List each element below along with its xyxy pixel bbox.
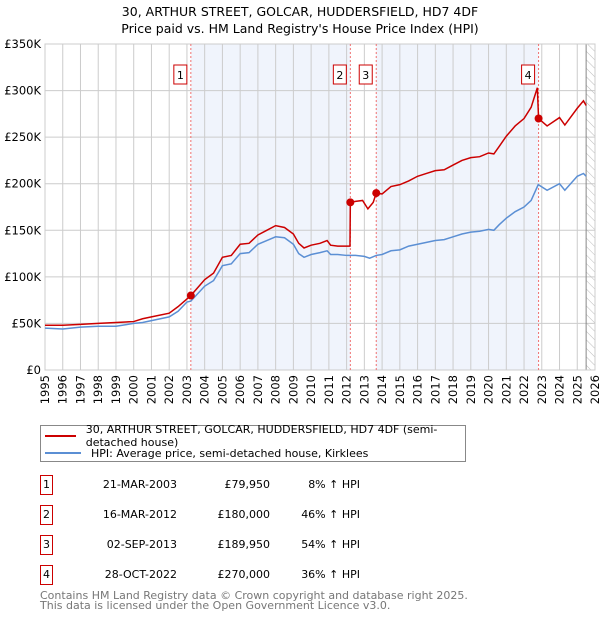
x-tick-label: 2006 <box>233 375 247 404</box>
x-tick-label: 2013 <box>357 375 371 404</box>
sale-label: 4 <box>525 69 532 82</box>
x-tick-label: 2024 <box>553 375 567 404</box>
x-tick-label: 2010 <box>304 375 318 404</box>
sale-hpi-change: 54% ↑ HPI <box>301 538 360 551</box>
legend-swatch-red <box>45 435 76 437</box>
chart-title: 30, ARTHUR STREET, GOLCAR, HUDDERSFIELD,… <box>121 4 479 19</box>
y-tick-label: £300K <box>4 84 41 98</box>
sale-label-box <box>521 64 536 85</box>
sale-date: 02-SEP-2013 <box>106 538 177 551</box>
chart-subtitle: Price paid vs. HM Land Registry's House … <box>121 21 479 36</box>
y-tick-label: £200K <box>4 177 41 191</box>
legend-item-property: 30, ARTHUR STREET, GOLCAR, HUDDERSFIELD,… <box>41 423 465 449</box>
legend-item-hpi: HPI: Average price, semi-detached house,… <box>41 445 368 461</box>
footer-copyright: Contains HM Land Registry data © Crown c… <box>40 589 468 602</box>
sale-row: 4 28-OCT-2022 £270,000 36% ↑ HPI <box>40 565 440 585</box>
sale-point <box>372 189 381 198</box>
sale-hpi-change: 46% ↑ HPI <box>301 508 360 521</box>
x-tick-label: 2026 <box>588 375 600 404</box>
x-tick-label: 2012 <box>340 375 354 404</box>
x-tick-label: 2019 <box>464 375 478 404</box>
sale-label: 2 <box>336 69 343 82</box>
x-tick-label: 2023 <box>535 375 549 404</box>
x-tick-label: 2008 <box>269 375 283 404</box>
sale-point <box>186 291 195 300</box>
x-tick-label: 2014 <box>375 375 389 404</box>
x-tick-label: 1995 <box>38 375 52 404</box>
sale-date: 16-MAR-2012 <box>102 508 177 521</box>
y-tick-label: £50K <box>12 316 42 330</box>
sale-label-box <box>332 64 347 85</box>
sale-number-badge: 1 <box>40 475 53 495</box>
legend-label: HPI: Average price, semi-detached house,… <box>91 446 369 460</box>
x-tick-label: 1996 <box>56 375 70 404</box>
x-tick-label: 2005 <box>215 375 229 404</box>
x-tick-label: 2001 <box>144 375 158 404</box>
y-tick-label: £100K <box>4 270 41 284</box>
x-tick-label: 2017 <box>428 375 442 404</box>
x-tick-label: 2002 <box>162 375 176 404</box>
chart-legend: 30, ARTHUR STREET, GOLCAR, HUDDERSFIELD,… <box>40 423 466 462</box>
y-tick-label: £0 <box>26 363 41 377</box>
sale-label: 1 <box>177 69 184 82</box>
plot-border <box>44 43 596 371</box>
x-tick-label: 2021 <box>499 375 513 404</box>
hpi-line <box>44 172 587 330</box>
x-tick-label: 2000 <box>127 375 141 404</box>
sale-label-box <box>358 64 373 85</box>
x-tick-label: 2022 <box>517 375 531 404</box>
sale-price: £189,950 <box>217 538 271 551</box>
forecast-hatch <box>586 44 595 370</box>
sale-point <box>346 198 355 207</box>
sale-price: £180,000 <box>217 508 271 521</box>
sale-hpi-change: 8% ↑ HPI <box>308 478 360 491</box>
sale-point <box>534 114 543 123</box>
x-tick-label: 2003 <box>180 375 194 404</box>
shaded-period <box>190 44 351 370</box>
sale-number-badge: 2 <box>40 505 53 525</box>
shaded-period <box>376 44 539 370</box>
x-tick-label: 2007 <box>251 375 265 404</box>
sale-number-badge: 3 <box>40 535 53 555</box>
sale-row: 2 16-MAR-2012 £180,000 46% ↑ HPI <box>40 505 440 525</box>
sale-date: 21-MAR-2003 <box>102 478 177 491</box>
y-tick-label: £150K <box>4 223 41 237</box>
y-tick-label: £250K <box>4 130 41 144</box>
y-tick-label: £350K <box>4 37 41 51</box>
x-tick-label: 2018 <box>446 375 460 404</box>
footer-licence: This data is licensed under the Open Gov… <box>40 599 391 612</box>
sale-row: 1 21-MAR-2003 £79,950 8% ↑ HPI <box>40 475 440 495</box>
sale-row: 3 02-SEP-2013 £189,950 54% ↑ HPI <box>40 535 440 555</box>
sale-number-badge: 4 <box>40 565 53 585</box>
sale-price: £270,000 <box>217 568 271 581</box>
x-tick-label: 1998 <box>91 375 105 404</box>
x-tick-label: 2016 <box>411 375 425 404</box>
property-price-line <box>45 87 587 327</box>
x-tick-label: 2020 <box>482 375 496 404</box>
x-tick-label: 2004 <box>198 375 212 404</box>
x-tick-label: 1999 <box>109 375 123 404</box>
sale-price: £79,950 <box>224 478 271 491</box>
sale-label-box <box>173 64 188 85</box>
legend-swatch-blue <box>45 452 81 454</box>
sale-label: 3 <box>362 69 369 82</box>
x-tick-label: 1997 <box>73 375 87 404</box>
price-chart: 1995 1996 1997 1998 1999 2000 2001 2002 2003 2004… <box>4 37 600 404</box>
sale-date: 28-OCT-2022 <box>104 568 177 581</box>
x-tick-label: 2015 <box>393 375 407 404</box>
x-tick-label: 2011 <box>322 375 336 404</box>
legend-label: 30, ARTHUR STREET, GOLCAR, HUDDERSFIELD,… <box>85 423 438 449</box>
sale-hpi-change: 36% ↑ HPI <box>301 568 360 581</box>
x-tick-label: 2009 <box>286 375 300 404</box>
x-tick-label: 2025 <box>570 375 584 404</box>
